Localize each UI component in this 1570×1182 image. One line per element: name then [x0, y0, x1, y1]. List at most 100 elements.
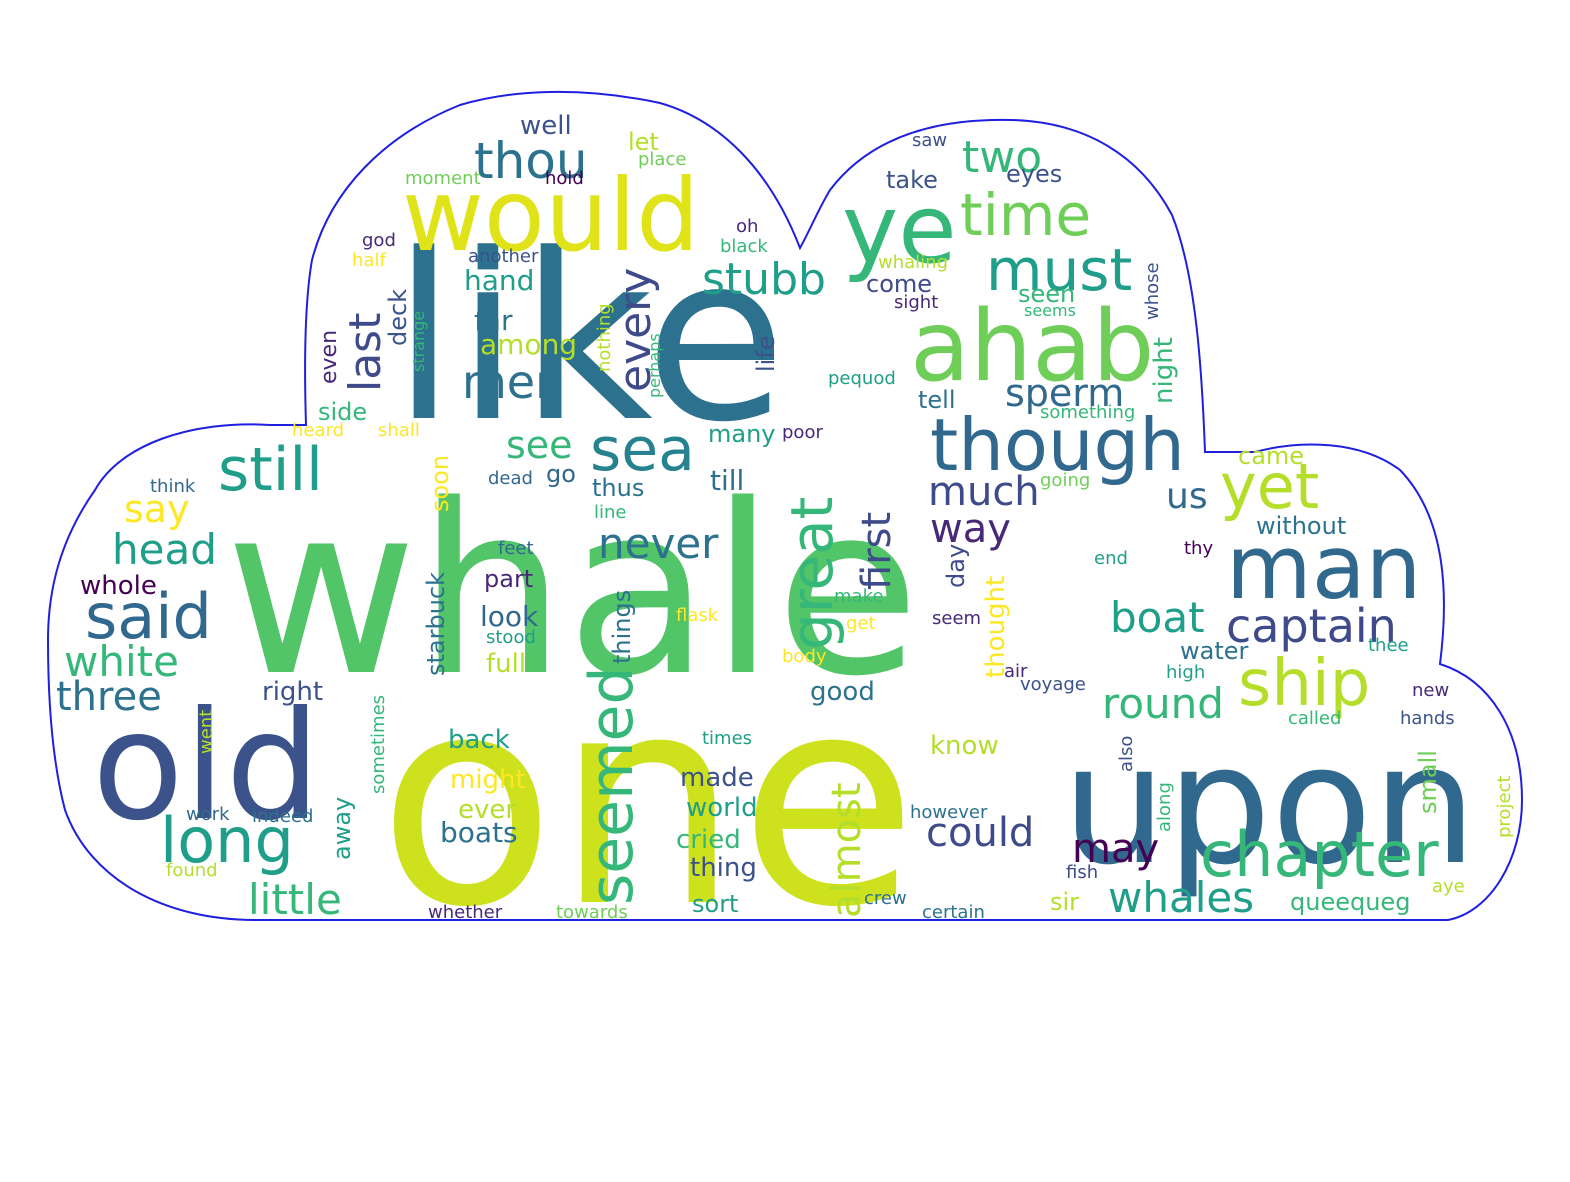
word-nothing: nothing	[594, 303, 615, 372]
word-pequod: pequod	[828, 368, 896, 389]
word-among: among	[480, 328, 577, 361]
word-stood: stood	[486, 627, 536, 648]
word-whole: whole	[80, 571, 157, 601]
word-another: another	[468, 246, 539, 267]
word-poor: poor	[782, 422, 823, 443]
word-one: one	[378, 634, 918, 971]
word-said: said	[85, 580, 212, 653]
word-perhaps: perhaps	[645, 333, 664, 398]
word-side: side	[318, 398, 367, 426]
word-came: came	[1238, 442, 1304, 470]
word-half: half	[352, 250, 386, 271]
word-head: head	[112, 525, 217, 574]
word-end: end	[1094, 548, 1128, 569]
word-hands: hands	[1400, 708, 1455, 729]
word-seen: seen	[1018, 280, 1075, 308]
word-body: body	[782, 646, 827, 667]
word-part: part	[484, 565, 533, 593]
word-high: high	[1166, 662, 1205, 683]
word-hand: hand	[464, 264, 534, 297]
word-day: day	[942, 544, 970, 588]
word-first: first	[854, 512, 900, 590]
word-whose: whose	[1142, 262, 1163, 320]
word-world: world	[686, 793, 758, 823]
word-might: might	[450, 765, 526, 795]
word-old: old	[92, 680, 321, 854]
word-still: still	[218, 435, 323, 505]
word-think: think	[150, 476, 196, 497]
word-called: called	[1288, 708, 1341, 729]
word-seemed: seemed	[577, 666, 647, 905]
word-things: things	[608, 590, 636, 664]
word-god: god	[362, 230, 396, 251]
word-must: must	[986, 236, 1132, 304]
word-ahab: ahab	[910, 290, 1154, 404]
word-little: little	[248, 875, 342, 924]
word-life: life	[752, 335, 780, 372]
word-get: get	[846, 613, 876, 634]
word-far: far	[474, 304, 513, 337]
word-deck: deck	[384, 289, 412, 346]
word-though: though	[930, 403, 1185, 487]
word-aye: aye	[1432, 876, 1465, 897]
word-whale: whale	[225, 455, 920, 728]
word-say: say	[124, 487, 190, 531]
word-whaling: whaling	[878, 252, 948, 273]
word-come: come	[866, 270, 932, 298]
word-going: going	[1040, 470, 1090, 491]
word-tell: tell	[918, 386, 956, 414]
word-towards: towards	[556, 902, 628, 923]
word-stubb: stubb	[702, 254, 826, 305]
word-sight: sight	[894, 292, 938, 313]
word-chapter: chapter	[1200, 818, 1439, 891]
word-white: white	[64, 637, 179, 686]
word-almost: almost	[824, 782, 870, 918]
word-yet: yet	[1220, 450, 1319, 523]
word-seems: seems	[1024, 301, 1076, 320]
word-strange: strange	[409, 311, 428, 372]
word-go: go	[546, 460, 576, 488]
word-seem: seem	[932, 608, 981, 629]
word-till: till	[710, 464, 744, 497]
word-work: work	[186, 804, 230, 825]
word-men: men	[462, 355, 564, 409]
word-crew: crew	[864, 888, 907, 909]
word-hold: hold	[545, 168, 584, 189]
word-sperm: sperm	[1005, 371, 1124, 415]
word-indeed: indeed	[252, 806, 313, 827]
word-air: air	[1004, 661, 1028, 682]
word-upon: upon	[1062, 709, 1477, 901]
word-thy: thy	[1184, 538, 1213, 559]
word-let: let	[628, 128, 659, 156]
word-line: line	[594, 502, 626, 523]
word-sir: sir	[1050, 888, 1079, 916]
word-full: full	[486, 649, 526, 679]
word-round: round	[1102, 679, 1224, 728]
word-never: never	[598, 519, 719, 568]
word-long: long	[160, 804, 294, 877]
word-would: would	[402, 157, 700, 274]
word-found: found	[166, 860, 218, 881]
word-dead: dead	[488, 468, 533, 489]
word-every: every	[610, 268, 661, 392]
word-whales: whales	[1108, 873, 1254, 922]
word-even: even	[317, 330, 342, 384]
word-thing: thing	[690, 853, 757, 883]
word-moment: moment	[405, 168, 481, 189]
word-water: water	[1180, 637, 1249, 665]
word-last: last	[340, 313, 391, 392]
word-time: time	[960, 181, 1091, 249]
cloud-outline	[46, 90, 1524, 921]
word-shall: shall	[378, 420, 420, 441]
word-away: away	[328, 797, 356, 860]
word-whether: whether	[428, 902, 503, 923]
word-two: two	[962, 132, 1042, 183]
word-heard: heard	[292, 420, 344, 441]
word-went: went	[196, 710, 217, 754]
word-however: however	[910, 802, 988, 823]
word-like: like	[392, 206, 786, 473]
word-soon: soon	[426, 455, 454, 512]
word-also: also	[1116, 736, 1137, 772]
word-take: take	[886, 166, 938, 194]
